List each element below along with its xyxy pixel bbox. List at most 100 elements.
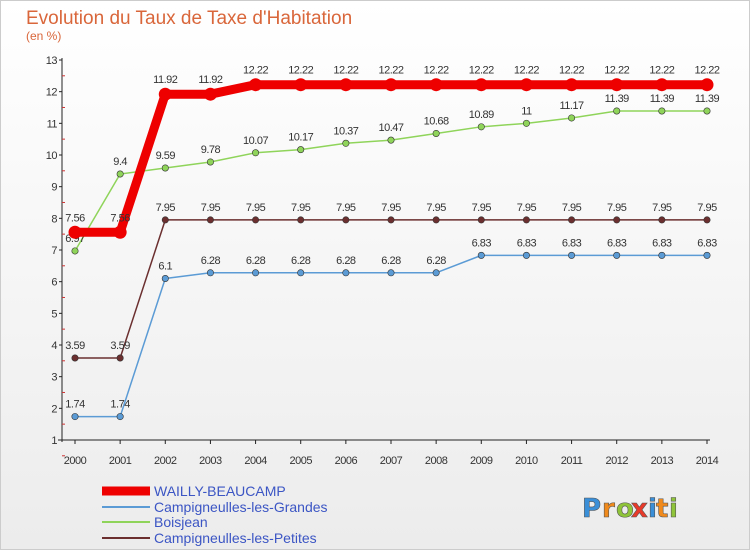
data-point (206, 158, 214, 166)
data-label: 6.1 (158, 261, 172, 273)
data-label: 6.83 (607, 237, 627, 249)
data-point (116, 354, 124, 362)
data-label: 7.95 (246, 202, 266, 214)
data-point (252, 216, 260, 224)
data-label: 7.95 (156, 202, 176, 214)
x-tick-label: 2012 (605, 455, 628, 467)
data-point (432, 269, 440, 277)
data-point (477, 123, 485, 131)
y-tick-label: 1 (51, 435, 57, 447)
y-tick-label: 11 (47, 118, 58, 130)
data-label: 1.74 (65, 399, 85, 411)
y-tick-label: 2 (51, 403, 57, 415)
data-point (387, 216, 395, 224)
data-label: 6.28 (381, 255, 401, 267)
data-label: 11.17 (559, 100, 584, 112)
data-point (474, 78, 488, 92)
y-tick-label: 10 (46, 150, 58, 162)
data-label: 7.56 (110, 212, 130, 224)
data-point (297, 216, 305, 224)
data-label: 10.47 (378, 122, 403, 134)
y-tick-label: 13 (46, 55, 58, 67)
data-point (568, 216, 576, 224)
data-point (655, 78, 669, 92)
data-point (613, 216, 621, 224)
logo-letter: P (582, 494, 601, 524)
data-point (161, 164, 169, 172)
data-label: 10.07 (243, 135, 268, 147)
data-label: 12.22 (378, 65, 403, 77)
data-label: 7.95 (381, 202, 401, 214)
data-point (700, 78, 714, 92)
data-point (116, 413, 124, 421)
data-point (384, 78, 398, 92)
data-label: 12.22 (469, 65, 494, 77)
data-label: 12.22 (559, 65, 584, 77)
y-tick-label: 4 (51, 340, 57, 352)
x-tick-label: 2001 (109, 455, 132, 467)
data-label: 12.22 (694, 65, 719, 77)
data-point (568, 114, 576, 122)
data-point (252, 149, 260, 157)
data-point (158, 87, 172, 101)
logo-letter: x (631, 494, 648, 524)
data-point (206, 216, 214, 224)
data-label: 6.28 (291, 255, 311, 267)
data-label: 7.95 (652, 202, 672, 214)
data-label: 11 (521, 105, 532, 117)
data-label: 7.95 (336, 202, 356, 214)
chart-title: Evolution du Taux de Taxe d'Habitation (26, 8, 352, 29)
x-tick-label: 2009 (470, 455, 493, 467)
series-1: 1.74 1.74 6.1 6.28 6.28 6.28 6.28 6.28 6.28 6.83 6… (65, 237, 718, 421)
x-tick-label: 2003 (199, 455, 222, 467)
data-point (294, 78, 308, 92)
data-point (297, 146, 305, 154)
data-label: 7.95 (697, 202, 717, 214)
data-label: 7.56 (65, 212, 85, 224)
y-tick-label: 3 (51, 372, 57, 384)
data-label: 12.22 (243, 65, 268, 77)
series-0: 7.56 7.56 11.92 11.92 12.22 12.22 12.22 12.22 12… (65, 65, 720, 239)
data-point (206, 269, 214, 277)
x-tick-label: 2013 (651, 455, 674, 467)
data-label: 10.17 (288, 132, 313, 144)
data-point (342, 269, 350, 277)
data-point (71, 413, 79, 421)
x-tick-label: 2002 (154, 455, 177, 467)
data-label: 3.59 (65, 340, 85, 352)
data-label: 10.37 (333, 125, 358, 137)
logo-letter: i (669, 494, 678, 524)
data-point (429, 78, 443, 92)
x-tick-label: 2010 (515, 455, 538, 467)
data-label: 12.22 (514, 65, 539, 77)
data-point (113, 225, 127, 239)
series-3: 3.59 3.59 7.95 7.95 7.95 7.95 7.95 7.95 7.95 7.95… (65, 202, 718, 362)
data-label: 12.22 (604, 65, 629, 77)
series-line (75, 254, 707, 418)
data-point (342, 216, 350, 224)
y-tick-label: 12 (46, 87, 58, 99)
logo-letter: i (648, 494, 657, 524)
data-label: 11.92 (198, 74, 223, 86)
data-label: 6.28 (201, 255, 221, 267)
data-label: 1.74 (110, 399, 130, 411)
y-tick-label: 7 (51, 245, 57, 257)
legend-label: Campigneulles-les-Petites (154, 530, 317, 546)
data-point (610, 78, 624, 92)
data-point (658, 107, 666, 115)
chart-subtitle: (en %) (26, 29, 61, 43)
data-label: 12.22 (424, 65, 449, 77)
data-point (658, 216, 666, 224)
data-point (703, 107, 711, 115)
data-label: 6.28 (426, 255, 446, 267)
data-point (71, 354, 79, 362)
data-label: 9.59 (156, 150, 176, 162)
data-point (432, 216, 440, 224)
data-label: 3.59 (110, 340, 130, 352)
data-point (613, 251, 621, 259)
x-tick-label: 2006 (335, 455, 358, 467)
x-tick-label: 2011 (561, 455, 583, 467)
data-label: 11.39 (650, 93, 675, 105)
